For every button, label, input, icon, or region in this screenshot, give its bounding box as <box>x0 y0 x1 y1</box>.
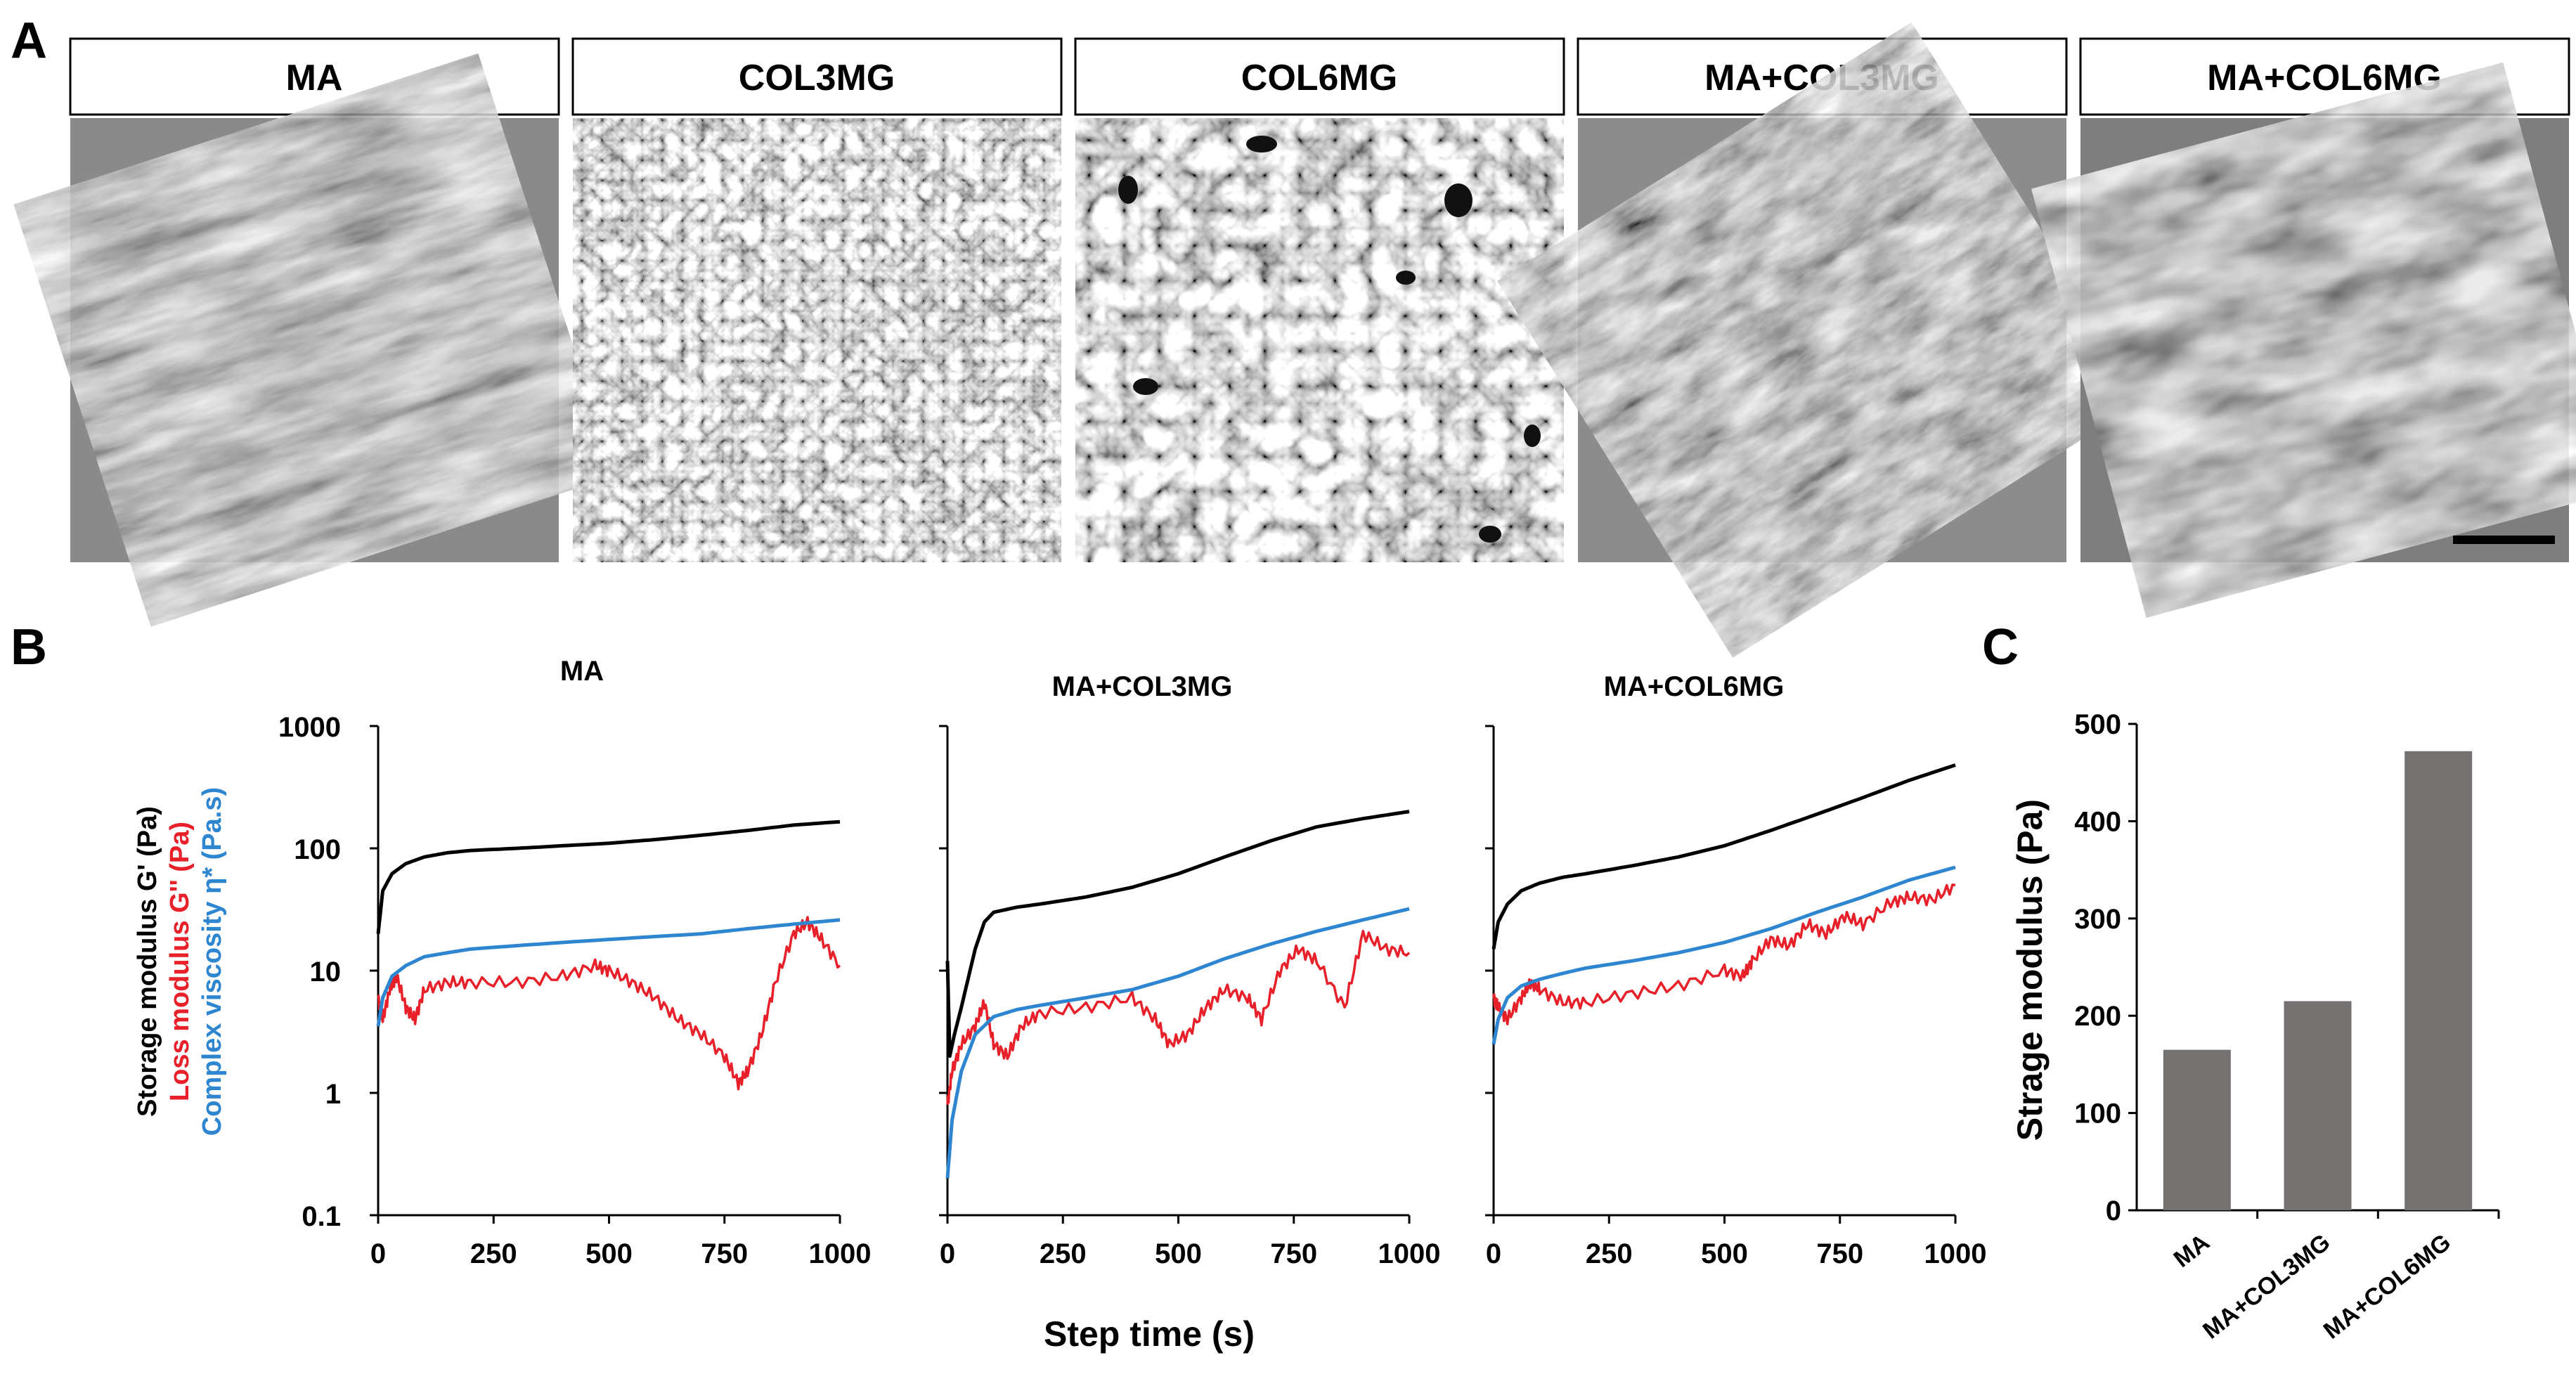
ylabel-storage: Storage modulus G' (Pa) <box>133 806 162 1117</box>
ylabel-viscosity: Complex viscosity η* (Pa.s) <box>198 787 227 1136</box>
sem-label: COL3MG <box>739 58 895 98</box>
bar-ylabel: Strage modulus (Pa) <box>2010 799 2050 1141</box>
storage-modulus-line <box>1491 763 1956 950</box>
y-tick-label: 1000 <box>278 712 341 743</box>
bar <box>2405 751 2473 1210</box>
rheology-chart-ma-col3mg: MA+COL3MG 0 250 500 750 1000 <box>939 671 1440 1269</box>
y-tick-label: 100 <box>294 834 341 865</box>
x-tick-label: 1000 <box>809 1238 872 1269</box>
panel-b-letter: B <box>11 619 47 675</box>
panel-c-ylabel: Strage modulus (Pa) <box>2010 799 2050 1141</box>
x-tick-label: 500 <box>1155 1238 1202 1269</box>
ylabel-loss: Loss modulus G'' (Pa) <box>165 822 195 1101</box>
y-tick-label: 1 <box>325 1079 341 1110</box>
sem-pores <box>1118 136 1541 543</box>
bar-y-tick-label: 100 <box>2074 1099 2121 1129</box>
chart-title: MA <box>560 656 604 687</box>
complex-viscosity-line <box>945 907 1410 1179</box>
x-tick-label: 1000 <box>1378 1238 1441 1269</box>
chart-title: MA+COL6MG <box>1604 671 1785 702</box>
sem-image <box>1075 118 1564 562</box>
bar-category-label: MA <box>2169 1229 2215 1273</box>
bar <box>2284 1001 2352 1210</box>
rheology-chart-ma: MA 0 250 500 750 1000 <box>370 656 871 1269</box>
complex-viscosity-line <box>1491 865 1956 1045</box>
panel-c-letter: C <box>1982 619 2019 675</box>
y-tick-label: 0.1 <box>302 1201 341 1232</box>
x-tick-label: 500 <box>1701 1238 1748 1269</box>
sem-label-box <box>1074 37 1565 116</box>
sem-label: COL6MG <box>1241 58 1397 98</box>
chart-title: MA+COL3MG <box>1052 671 1233 702</box>
sem-label-box <box>571 37 1063 116</box>
storage-modulus-line <box>945 810 1410 1058</box>
sem-panel-ma-col3mg: MA+COL3MG <box>1497 22 2147 658</box>
x-tick-label: 250 <box>470 1238 517 1269</box>
sem-image <box>1497 22 2147 658</box>
x-tick-label: 750 <box>701 1238 748 1269</box>
bar-y-tick-label: 500 <box>2074 709 2121 740</box>
sem-panel-col3mg: COL3MG <box>571 37 1063 562</box>
bar-category-label: MA+COL6MG <box>2319 1229 2456 1344</box>
sem-image <box>2031 62 2576 618</box>
x-tick-label: 500 <box>585 1238 633 1269</box>
x-axis-title: Step time (s) <box>1044 1314 1255 1354</box>
x-tick-label: 1000 <box>1924 1238 1987 1269</box>
bar-category-label: MA+COL3MG <box>2198 1229 2335 1344</box>
bar-y-tick-label: 200 <box>2074 1001 2121 1032</box>
storage-modulus-line <box>376 820 841 934</box>
x-tick-label: 250 <box>1040 1238 1087 1269</box>
x-tick-label: 750 <box>1270 1238 1317 1269</box>
loss-modulus-line <box>1492 883 1956 1025</box>
sem-image <box>573 118 1061 562</box>
bar <box>2163 1049 2231 1210</box>
bar-y-tick-label: 300 <box>2074 904 2121 935</box>
complex-viscosity-line <box>376 918 841 1027</box>
x-tick-label: 750 <box>1816 1238 1863 1269</box>
x-tick-label: 0 <box>370 1238 386 1269</box>
sem-image <box>13 53 616 627</box>
panel-a-letter: A <box>11 13 47 69</box>
loss-modulus-line <box>377 916 841 1091</box>
y-tick-label: 10 <box>310 957 342 987</box>
x-tick-label: 250 <box>1586 1238 1633 1269</box>
y-tick-labels: 1000 100 10 1 0.1 <box>278 712 341 1232</box>
loss-modulus-line <box>946 929 1411 1106</box>
bar-y-tick-label: 400 <box>2074 806 2121 837</box>
sem-panel-col6mg: COL6MG <box>1074 37 1565 562</box>
panel-b-ylabel: Storage modulus G' (Pa) Loss modulus G''… <box>133 787 227 1136</box>
sem-panel-ma-col6mg: MA+COL6MG <box>2031 37 2576 618</box>
sem-label: MA <box>286 58 343 98</box>
bar-y-tick-label: 0 <box>2106 1196 2121 1226</box>
x-tick-label: 0 <box>1486 1238 1501 1269</box>
sem-panel-ma: MA <box>13 37 616 627</box>
scale-bar <box>2453 536 2555 544</box>
rheology-chart-ma-col6mg: MA+COL6MG 0 250 500 750 1000 <box>1485 671 1986 1269</box>
x-tick-label: 0 <box>940 1238 955 1269</box>
